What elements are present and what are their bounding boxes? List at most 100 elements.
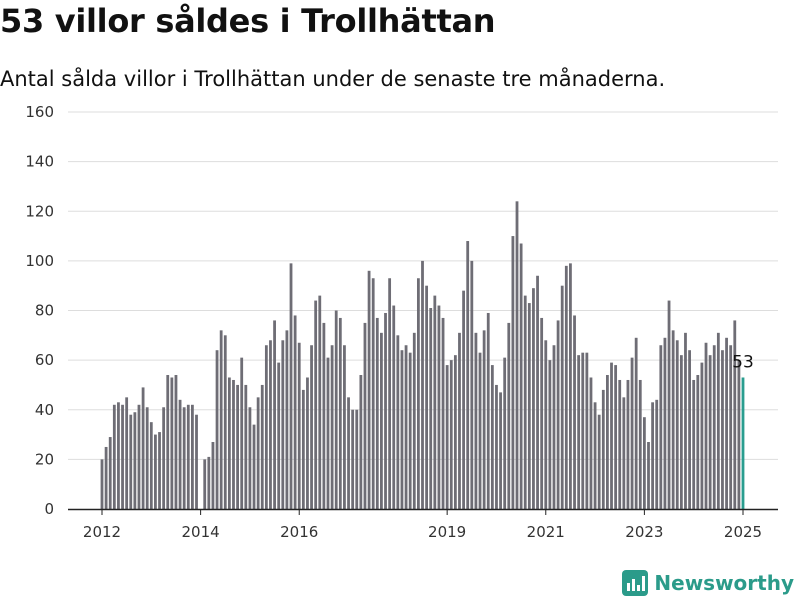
bar — [449, 360, 453, 509]
bar — [293, 315, 297, 509]
bar — [412, 332, 416, 509]
bar — [429, 308, 433, 509]
bar — [527, 303, 531, 509]
x-tick-label: 2012 — [83, 523, 121, 541]
bar — [269, 340, 272, 509]
x-tick-label: 2025 — [724, 523, 762, 541]
bar — [597, 414, 601, 509]
y-tick-label: 40 — [35, 401, 54, 419]
bar — [108, 437, 112, 509]
bar — [532, 288, 535, 509]
bar — [675, 340, 679, 509]
y-tick-label: 160 — [25, 103, 54, 121]
bar — [334, 310, 338, 509]
bar — [310, 345, 313, 509]
bar — [589, 377, 593, 509]
highlight-value-label: 53 — [732, 352, 754, 372]
bar — [322, 322, 326, 509]
bar — [729, 345, 733, 509]
bar — [626, 379, 630, 509]
bar — [162, 407, 166, 509]
bar — [297, 342, 301, 509]
bar — [277, 362, 281, 509]
bar — [215, 350, 219, 509]
y-tick-label: 0 — [44, 500, 54, 518]
bar — [125, 397, 129, 509]
bar — [190, 404, 194, 509]
bar — [129, 414, 133, 509]
bar — [416, 278, 420, 509]
bar — [223, 335, 227, 509]
bar — [655, 399, 659, 509]
y-tick-label: 80 — [35, 302, 54, 320]
bar — [667, 300, 671, 509]
bar-highlight — [741, 377, 745, 509]
bar — [523, 295, 527, 509]
bar — [573, 315, 576, 509]
bar — [486, 312, 490, 509]
bar — [252, 424, 256, 509]
bar — [478, 352, 482, 509]
bar — [721, 350, 724, 509]
bar — [581, 352, 585, 509]
bar — [326, 357, 330, 509]
bar — [548, 360, 552, 509]
bar — [219, 330, 223, 509]
bar — [145, 407, 149, 509]
bar — [679, 355, 683, 509]
bar — [112, 404, 116, 509]
x-tick-label: 2014 — [182, 523, 220, 541]
bar — [170, 377, 174, 509]
bar — [392, 305, 396, 509]
bar — [421, 260, 424, 509]
bar — [519, 243, 523, 509]
bar — [260, 384, 264, 509]
chart-subtitle: Antal sålda villor i Trollhättan under d… — [0, 67, 666, 91]
bar — [692, 379, 696, 509]
bar — [560, 285, 564, 509]
bar — [716, 332, 720, 509]
bar — [359, 375, 363, 509]
bar — [264, 345, 268, 509]
bar — [371, 278, 375, 509]
bar — [507, 322, 511, 509]
y-tick-label: 120 — [25, 202, 54, 220]
bar — [503, 357, 507, 509]
bar — [240, 357, 244, 509]
bar — [289, 263, 293, 509]
bar — [651, 402, 655, 509]
bar — [585, 352, 589, 509]
bar — [375, 317, 379, 509]
bar — [380, 332, 383, 509]
bar — [647, 442, 650, 509]
bar — [104, 446, 108, 509]
bar — [121, 404, 124, 509]
bar — [149, 422, 153, 509]
bar — [236, 384, 239, 509]
bar — [384, 312, 387, 509]
bar — [314, 300, 318, 509]
bar — [195, 414, 198, 509]
bar — [708, 355, 712, 509]
bar — [614, 365, 618, 509]
y-tick-label: 20 — [35, 450, 54, 468]
bar — [174, 375, 178, 509]
bar — [166, 375, 170, 509]
bar — [388, 278, 392, 509]
brand-logo[interactable]: Newsworthy — [622, 570, 794, 596]
y-axis-labels: 0 20 40 60 80 100 120 140 160 — [25, 103, 54, 518]
bar — [437, 305, 441, 509]
x-tick-label: 2019 — [428, 523, 466, 541]
bar — [351, 409, 355, 509]
bar — [211, 442, 215, 509]
bar — [684, 332, 687, 509]
bar — [540, 317, 544, 509]
chart-title: 53 villor såldes i Trollhättan — [0, 2, 496, 40]
bar — [688, 350, 691, 509]
bar — [552, 345, 556, 509]
bar — [281, 340, 285, 509]
bar — [203, 459, 207, 509]
newsworthy-logo-icon — [622, 570, 649, 596]
bar — [634, 337, 638, 509]
bar — [182, 407, 186, 509]
